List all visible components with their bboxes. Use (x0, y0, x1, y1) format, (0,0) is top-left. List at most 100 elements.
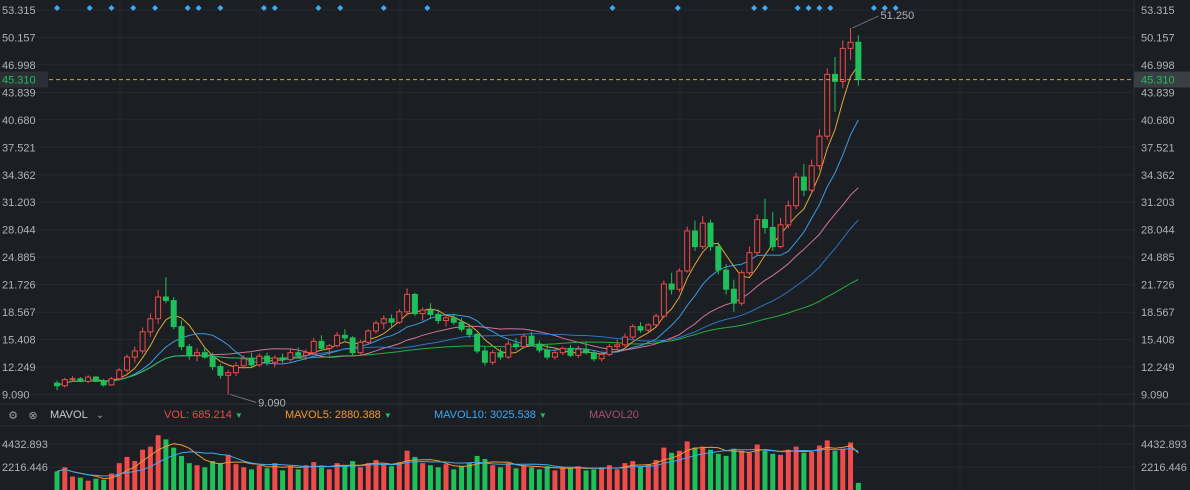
mavol10-label: MAVOL10: 3025.538 (434, 409, 536, 421)
candle-body (505, 343, 512, 358)
chevron-down-icon[interactable]: ⌄ (95, 409, 105, 421)
candle-body (124, 356, 131, 371)
candle-body (583, 348, 590, 354)
volume-bar (583, 470, 589, 490)
volume-bar (560, 467, 566, 490)
candle-body (707, 222, 714, 248)
volume-bar (108, 473, 114, 490)
vol-label: VOL: 685.214 (164, 409, 232, 421)
candle-body (839, 47, 846, 82)
ma30-line (56, 219, 859, 387)
candle-body (466, 328, 473, 335)
signal-marker (674, 5, 681, 11)
volume-bar (606, 465, 612, 490)
current-price-left: 45.310 (2, 75, 36, 87)
volume-bar (552, 470, 558, 490)
signal-marker (108, 5, 115, 11)
candle-body (715, 246, 722, 271)
left-tick-label: 28.044 (2, 225, 36, 237)
left-tick-label: 24.885 (2, 252, 36, 264)
close-icon[interactable]: ⊗ (28, 409, 38, 422)
mavol5-line (56, 443, 859, 480)
candle-body (450, 317, 457, 323)
candle-body (92, 376, 99, 382)
right-tick-label: 50.157 (1141, 32, 1175, 44)
volume-tick-right: 2216.446 (1141, 462, 1187, 474)
volume-bar (132, 461, 138, 490)
volume-bar (770, 453, 776, 490)
candle-body (131, 350, 138, 358)
candle-body (637, 326, 644, 331)
candle-body (443, 317, 449, 322)
signal-marker (337, 5, 344, 11)
signal-marker (195, 5, 202, 11)
volume-bar (280, 470, 286, 490)
candle-body (295, 352, 302, 356)
candle-body (474, 333, 481, 352)
volume-bar (630, 461, 636, 490)
volume-bar (420, 463, 426, 490)
candle-body (481, 350, 488, 363)
candle-body (785, 205, 792, 226)
volume-bar (723, 455, 729, 490)
volume-bar (396, 462, 402, 490)
left-price-axis: 53.315 50.157 46.998 43.839 40.680 37.521 34.3… (2, 5, 36, 402)
volume-bar (614, 469, 620, 490)
candle-body (691, 230, 698, 248)
volume-bar (241, 467, 247, 490)
volume-bar (762, 450, 768, 490)
candle-body (162, 296, 169, 302)
volume-bar (373, 460, 379, 490)
volume-bar (824, 440, 830, 490)
candle-body (777, 224, 784, 248)
candle-body (341, 334, 348, 339)
settings-icon[interactable]: ⚙ (8, 409, 18, 422)
signal-marker (794, 5, 801, 11)
volume-bar (389, 466, 395, 490)
candle-body (645, 324, 652, 331)
moving-averages (56, 64, 859, 387)
volume-bar (326, 469, 332, 490)
candle-body (824, 73, 831, 137)
candle-body (201, 352, 208, 358)
candle-body (513, 343, 520, 348)
signal-marker (54, 5, 60, 11)
volume-bar (536, 469, 542, 490)
signal-marker (380, 5, 387, 11)
current-price-tag-left (0, 71, 48, 88)
candle-body (419, 309, 426, 315)
left-tick-label: 34.362 (2, 170, 36, 182)
signal-marker (260, 5, 267, 11)
volume-bar (272, 463, 278, 490)
candle-body (396, 311, 403, 323)
volume-bar (116, 463, 122, 490)
candle-body (209, 356, 216, 368)
volume-bar (684, 441, 690, 490)
candle-body (699, 222, 706, 248)
mavol5-label: MAVOL5: 2880.388 (285, 409, 381, 421)
extreme-labels: 45.310 45.310 51.250 9.090 (0, 10, 1190, 409)
left-tick-label: 40.680 (2, 115, 36, 127)
candle-body (793, 176, 800, 207)
left-tick-label: 37.521 (2, 142, 36, 154)
right-price-axis: 53.315 50.157 46.998 43.839 40.680 37.521 34.3… (1141, 5, 1175, 402)
candle-body (365, 330, 372, 343)
candle-body (660, 283, 667, 317)
signal-marker (761, 5, 768, 11)
candle-body (287, 352, 294, 361)
signal-marker (315, 5, 322, 11)
candle-body (497, 352, 504, 358)
volume-bar (661, 447, 667, 490)
right-tick-label: 31.203 (1141, 197, 1175, 209)
low-leader (230, 393, 257, 403)
right-tick-label: 43.839 (1141, 87, 1175, 99)
left-tick-label: 43.839 (2, 87, 36, 99)
volume-bar (700, 446, 706, 490)
candle-body (302, 352, 309, 356)
volume-bar (287, 466, 293, 490)
volume-bar (210, 461, 216, 490)
candle-body (217, 366, 224, 376)
volume-bar (357, 467, 363, 490)
candle-body (730, 288, 737, 304)
